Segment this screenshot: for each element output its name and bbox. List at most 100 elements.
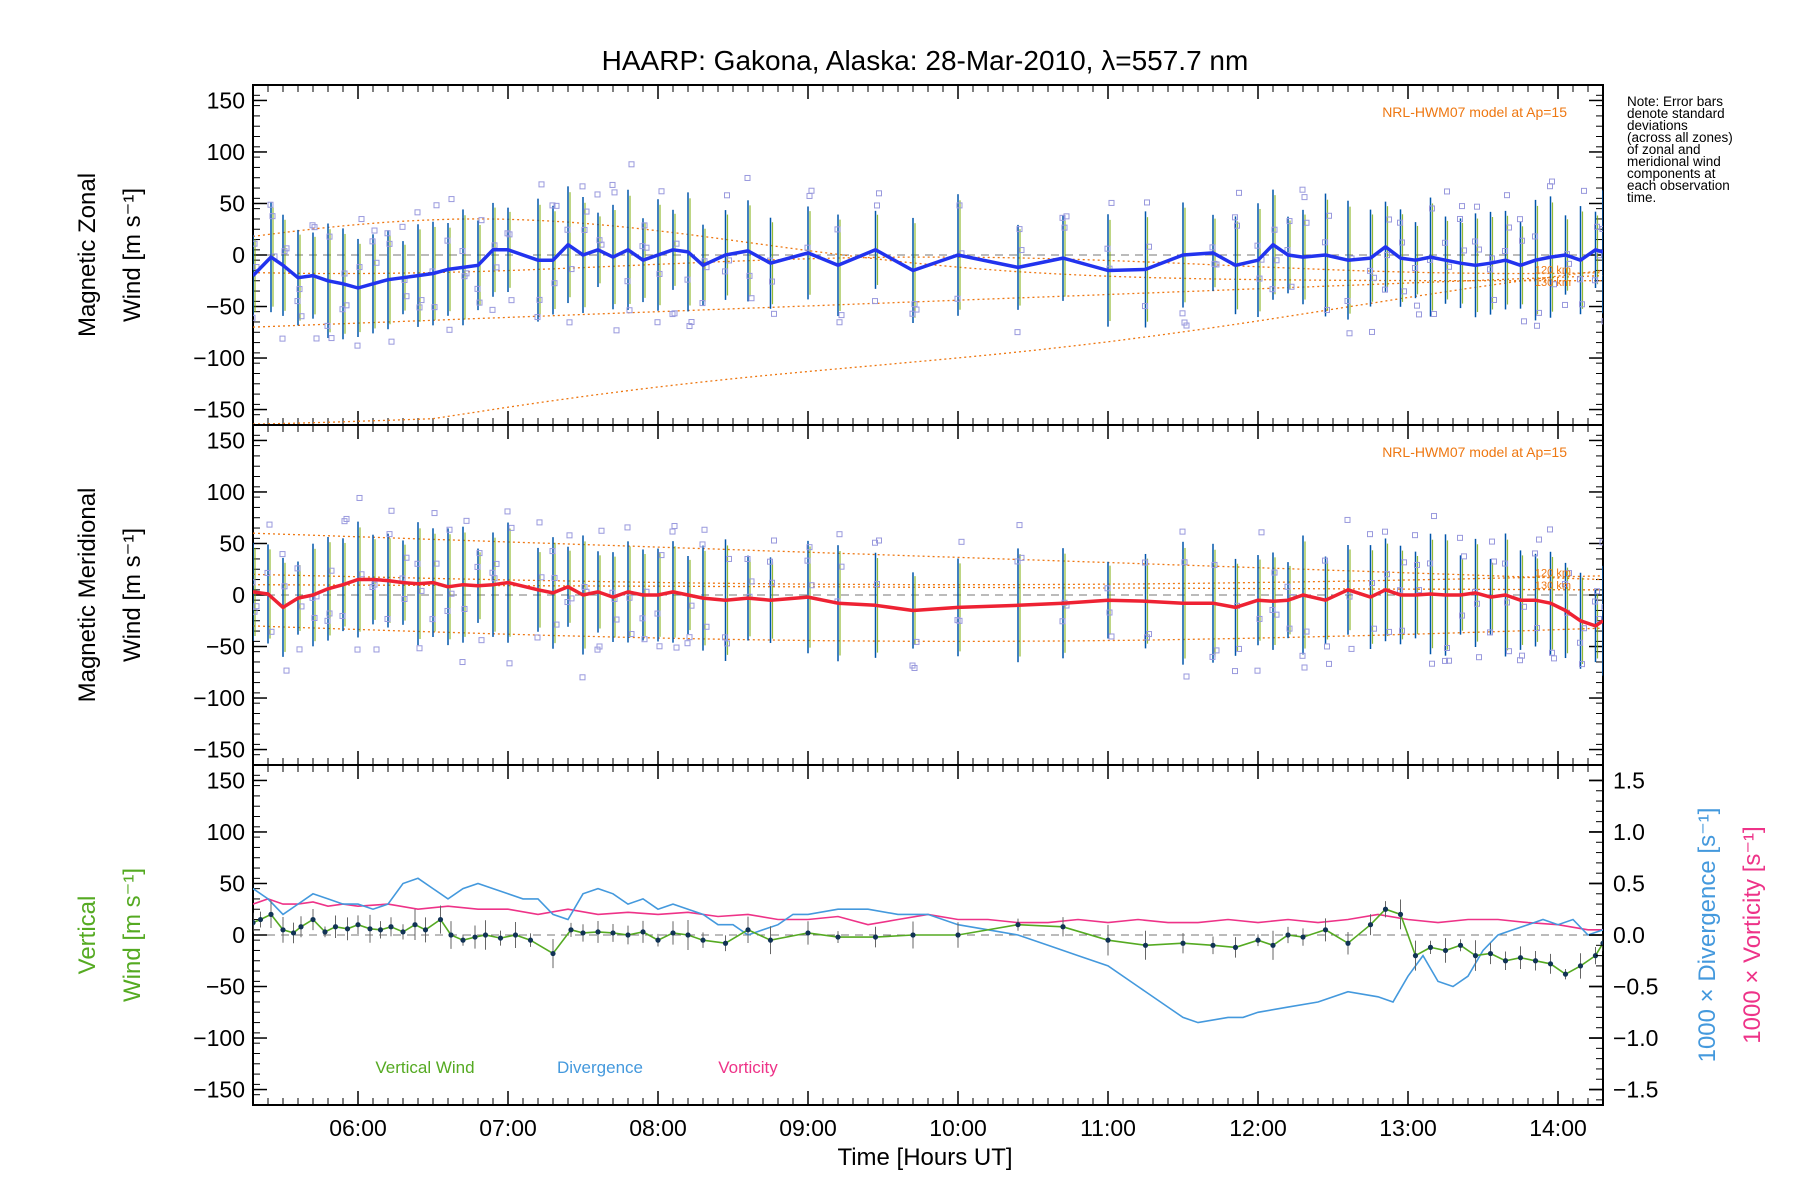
scatter-point <box>1461 553 1467 560</box>
scatter-point <box>566 532 573 539</box>
vertical-wind-point <box>1255 937 1261 943</box>
scatter-point <box>669 528 676 535</box>
plot-area <box>253 161 1603 425</box>
scatter-point <box>1457 215 1463 222</box>
scatter-point <box>568 266 575 273</box>
vertical-wind-point <box>1285 932 1291 938</box>
vertical-wind-point <box>1382 906 1389 912</box>
scatter-point <box>1367 267 1373 274</box>
right-y-tick-label: 1.0 <box>1613 819 1645 845</box>
scatter-point <box>1461 247 1467 254</box>
scatter-point <box>1579 301 1585 308</box>
scatter-point <box>403 554 410 561</box>
scatter-point <box>536 519 543 526</box>
vertical-wind-point <box>1532 958 1539 964</box>
scatter-point <box>354 342 361 349</box>
scatter-point <box>1521 603 1527 610</box>
vertical-wind-point <box>1442 947 1449 954</box>
scatter-point <box>549 548 556 555</box>
note-line: meridional wind <box>1627 154 1721 169</box>
scatter-point <box>1384 252 1390 259</box>
scatter-point <box>369 238 376 245</box>
scatter-point <box>1016 522 1023 529</box>
vertical-wind-point <box>1367 922 1374 928</box>
scatter-point <box>1232 214 1238 221</box>
scatter-point <box>431 510 438 517</box>
scatter-point <box>1104 245 1111 252</box>
scatter-point <box>1562 581 1568 588</box>
scatter-point <box>386 240 393 247</box>
scatter-point <box>1581 625 1587 632</box>
scatter-point <box>1183 673 1190 680</box>
vertical-wind-point <box>257 916 264 923</box>
vertical-wind-point <box>767 937 774 943</box>
scatter-point <box>1271 569 1278 576</box>
legend-vertical-wind: Vertical Wind <box>375 1058 474 1077</box>
legend-divergence: Divergence <box>557 1058 643 1077</box>
scatter-point <box>686 634 693 641</box>
scatter-point <box>1474 203 1480 210</box>
scatter-point <box>448 196 455 203</box>
scatter-point <box>722 634 728 641</box>
model-altitude-label: 130 km <box>1535 277 1571 289</box>
scatter-point <box>1254 667 1261 674</box>
scatter-point <box>1014 558 1021 565</box>
scatter-point <box>553 621 560 628</box>
y-axis-label-line2: Wind [m s⁻¹] <box>119 528 146 662</box>
scatter-point <box>1459 612 1465 619</box>
scatter-point <box>478 637 485 644</box>
scatter-point <box>489 306 496 313</box>
scatter-point <box>834 226 841 233</box>
note-line: components at <box>1627 166 1716 181</box>
scatter-point <box>1429 660 1435 667</box>
vertical-wind-point <box>268 911 274 917</box>
scatter-point <box>671 310 678 317</box>
scatter-point <box>1369 328 1375 335</box>
scatter-point <box>1457 534 1463 541</box>
scatter-point <box>1474 600 1480 607</box>
y-tick-label: 50 <box>219 530 245 556</box>
scatter-point <box>748 578 755 585</box>
vertical-wind-point <box>1427 944 1434 950</box>
scatter-point <box>594 191 601 198</box>
vertical-wind-point <box>472 934 478 940</box>
vertical-wind-point <box>1412 953 1419 959</box>
scatter-point <box>534 634 541 641</box>
scatter-point <box>326 610 333 617</box>
scatter-point <box>418 297 425 304</box>
vertical-wind-point <box>422 927 429 933</box>
scatter-point <box>1521 318 1527 325</box>
scatter-point <box>551 574 558 581</box>
vertical-wind-point <box>1270 942 1276 948</box>
scatter-point <box>1592 277 1598 284</box>
scatter-point <box>658 552 665 559</box>
scatter-point <box>1284 583 1291 590</box>
scatter-point <box>384 615 391 622</box>
scatter-point <box>478 217 485 224</box>
scatter-point <box>1551 655 1557 662</box>
note-line: time. <box>1627 190 1657 205</box>
vertical-wind-point <box>1397 911 1404 917</box>
vertical-wind-point <box>1502 958 1509 964</box>
vertical-wind-point <box>745 927 751 933</box>
scatter-point <box>688 602 695 609</box>
scatter-point <box>579 183 586 190</box>
scatter-point <box>476 550 483 557</box>
scatter-point <box>1324 643 1330 650</box>
scatter-point <box>403 293 410 300</box>
scatter-point <box>433 560 440 567</box>
vertical-wind-point <box>400 929 406 935</box>
vertical-wind-point <box>290 930 297 936</box>
model-curve <box>253 625 1603 643</box>
scatter-point <box>459 659 466 666</box>
scatter-point <box>613 327 620 334</box>
scatter-point <box>1322 557 1328 564</box>
scatter-point <box>294 298 301 305</box>
scatter-point <box>296 286 303 293</box>
scatter-point <box>508 297 515 304</box>
vertical-wind-point <box>310 916 316 923</box>
scatter-point <box>1369 579 1375 586</box>
vertical-wind-point <box>437 916 444 923</box>
panel-zonal: −150 −100 −50 0 50 100 150 Magnetic Zonal Wind [… <box>74 84 1604 426</box>
scatter-point <box>1382 286 1388 293</box>
